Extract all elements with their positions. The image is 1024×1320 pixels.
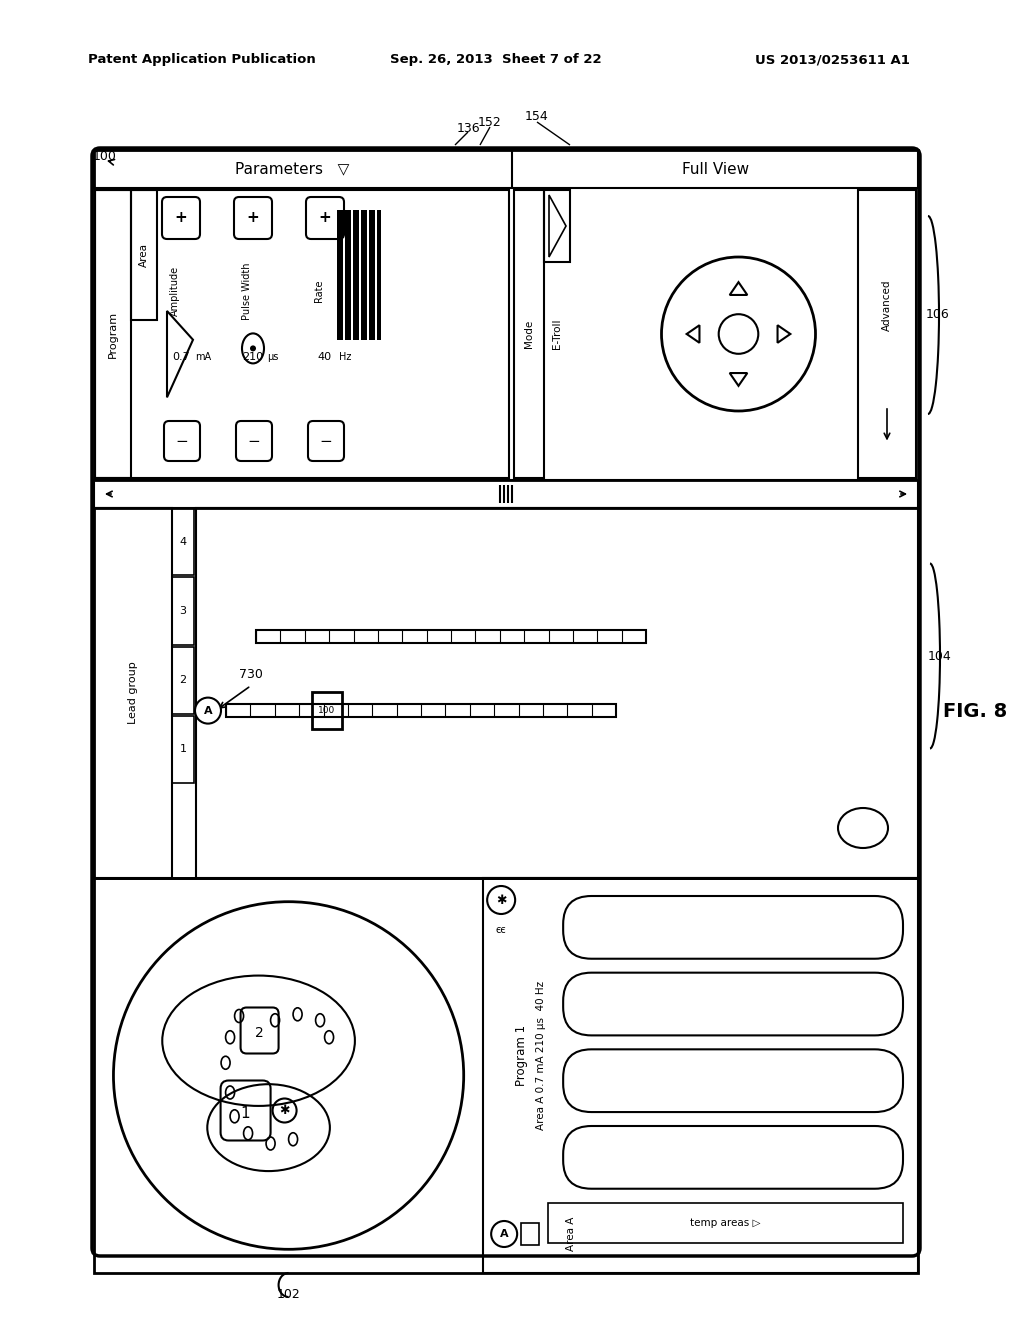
Bar	[94, 480, 918, 508]
Bar	[357, 210, 359, 339]
Bar	[349, 210, 351, 339]
Text: Program 1: Program 1	[515, 1026, 527, 1086]
Text: 4: 4	[179, 537, 186, 546]
Bar	[196, 508, 918, 878]
Bar	[514, 190, 544, 478]
Text: Sep. 26, 2013  Sheet 7 of 22: Sep. 26, 2013 Sheet 7 of 22	[390, 54, 602, 66]
Text: +: +	[247, 210, 259, 226]
Text: ✱: ✱	[280, 1104, 290, 1117]
Text: Hz: Hz	[339, 352, 351, 362]
Text: −: −	[248, 433, 260, 449]
Text: Pulse Width: Pulse Width	[242, 263, 252, 319]
Text: FIG. 8: FIG. 8	[943, 702, 1008, 721]
Text: 210: 210	[243, 352, 263, 362]
Bar	[94, 878, 918, 1272]
Bar	[521, 1224, 540, 1245]
Text: Patent Application Publication: Patent Application Publication	[88, 54, 315, 66]
Bar	[94, 508, 172, 878]
Text: 1: 1	[179, 744, 186, 755]
Text: Area A 0.7 mA 210 μs  40 Hz: Area A 0.7 mA 210 μs 40 Hz	[537, 981, 546, 1130]
Text: 102: 102	[276, 1288, 300, 1302]
Text: 104: 104	[928, 649, 952, 663]
Text: Amplitude: Amplitude	[170, 265, 180, 315]
Text: 100: 100	[318, 706, 336, 715]
Bar	[131, 190, 157, 319]
Text: E-Troll: E-Troll	[552, 318, 562, 350]
Text: Parameters   ▽: Parameters ▽	[234, 161, 349, 177]
Text: US 2013/0253611 A1: US 2013/0253611 A1	[755, 54, 910, 66]
Text: Program: Program	[108, 310, 118, 358]
Text: Advanced: Advanced	[882, 280, 892, 331]
Text: A: A	[204, 706, 212, 715]
Text: 1: 1	[241, 1106, 251, 1121]
Bar	[94, 150, 918, 187]
Text: 106: 106	[926, 309, 950, 322]
Text: єє: єє	[496, 925, 507, 935]
Text: +: +	[318, 210, 332, 226]
Bar	[94, 150, 918, 480]
Bar	[226, 704, 616, 717]
Ellipse shape	[114, 902, 464, 1249]
Bar	[548, 1203, 903, 1243]
Bar	[256, 630, 646, 643]
Text: 0.7: 0.7	[172, 352, 189, 362]
Bar	[377, 210, 381, 339]
Bar	[483, 878, 918, 1272]
Bar	[341, 210, 343, 339]
Bar	[361, 210, 365, 339]
Bar	[337, 210, 341, 339]
Bar	[95, 190, 509, 478]
Text: 2: 2	[255, 1026, 264, 1040]
Text: 3: 3	[179, 606, 186, 616]
Circle shape	[492, 1221, 517, 1247]
Bar	[172, 508, 194, 576]
Text: 136: 136	[456, 121, 480, 135]
Text: 2: 2	[179, 676, 186, 685]
Text: −: −	[319, 433, 333, 449]
Text: ✱: ✱	[496, 894, 507, 907]
Bar	[172, 715, 194, 783]
Ellipse shape	[662, 257, 815, 411]
Text: +: +	[175, 210, 187, 226]
Text: A: A	[500, 1229, 509, 1239]
Bar	[369, 210, 373, 339]
Text: Area A: Area A	[566, 1217, 577, 1251]
Bar	[94, 508, 918, 878]
Text: μs: μs	[267, 352, 279, 362]
Bar	[365, 210, 367, 339]
Bar	[172, 577, 194, 644]
Bar	[172, 647, 194, 714]
Text: temp areas ▷: temp areas ▷	[690, 1218, 761, 1228]
Text: Full View: Full View	[682, 161, 750, 177]
Text: 100: 100	[93, 150, 117, 164]
Text: mA: mA	[195, 352, 211, 362]
Bar	[95, 190, 131, 478]
Bar	[373, 210, 375, 339]
Bar	[311, 692, 342, 729]
Circle shape	[250, 346, 256, 351]
Text: Area: Area	[139, 243, 150, 267]
Text: 730: 730	[239, 668, 263, 681]
Text: 152: 152	[478, 116, 502, 128]
Text: Lead group: Lead group	[128, 661, 138, 725]
Text: 154: 154	[525, 111, 549, 124]
Circle shape	[195, 697, 221, 723]
Bar	[353, 210, 357, 339]
Text: 40: 40	[317, 352, 332, 362]
Bar	[858, 190, 916, 478]
Bar	[345, 210, 349, 339]
Bar	[544, 190, 570, 261]
Text: Rate: Rate	[314, 280, 324, 302]
Text: Mode: Mode	[524, 319, 534, 348]
Text: −: −	[176, 433, 188, 449]
